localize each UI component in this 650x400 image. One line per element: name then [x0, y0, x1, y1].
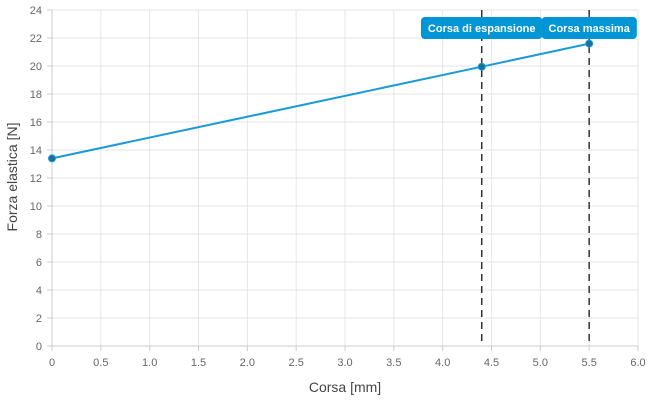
y-tick-label: 20 [30, 61, 42, 73]
x-tick-label: 5.5 [582, 357, 597, 369]
annotation-text: Corsa di espansione [428, 23, 536, 35]
y-tick-label: 18 [30, 89, 42, 101]
x-tick-label: 3.5 [386, 357, 401, 369]
grid [51, 9, 639, 347]
y-tick-label: 24 [30, 5, 42, 17]
x-tick-label: 4.5 [484, 357, 499, 369]
x-tick-label: 1.0 [142, 357, 157, 369]
annotation-text: Corsa massima [549, 23, 631, 35]
x-tick-label: 2.5 [289, 357, 304, 369]
annotation-box [420, 17, 543, 39]
x-tick-label: 3.0 [337, 357, 352, 369]
x-tick-label: 6.0 [630, 357, 645, 369]
data-point [477, 62, 486, 71]
annotation-label: Corsa massima [541, 17, 637, 39]
series-line [51, 42, 590, 160]
series-layer [48, 39, 594, 163]
marker-lines [480, 10, 590, 346]
annotations: Corsa di espansione Corsa massima [420, 17, 637, 39]
x-tick-label: 4.0 [435, 357, 450, 369]
data-point [585, 39, 594, 48]
x-tick-label: 0 [49, 357, 55, 369]
y-tick-label: 12 [30, 173, 42, 185]
y-tick-label: 22 [30, 33, 42, 45]
annotation-box [541, 17, 637, 39]
y-tick-label: 2 [36, 313, 42, 325]
y-tick-label: 0 [36, 341, 42, 353]
y-tick-label: 14 [30, 145, 42, 157]
x-tick-label: 1.5 [191, 357, 206, 369]
x-tick-label: 5.0 [533, 357, 548, 369]
y-tick-label: 4 [36, 285, 42, 297]
y-tick-label: 6 [36, 257, 42, 269]
x-tick-label: 2.0 [240, 357, 255, 369]
x-axis-title: Corsa [mm] [309, 379, 381, 395]
y-axis-title: Forza elastica [N] [4, 123, 20, 232]
annotation-label: Corsa di espansione [420, 17, 543, 39]
y-tick-label: 16 [30, 117, 42, 129]
y-tick-label: 10 [30, 201, 42, 213]
x-tick-label: 0.5 [93, 357, 108, 369]
data-point [48, 154, 56, 163]
x-axis-ticks: 0 0.5 1.0 1.5 2.0 2.5 3.0 3.5 4.0 4.5 5.0 5.5 6.0 [49, 346, 646, 369]
y-tick-label: 8 [36, 229, 42, 241]
